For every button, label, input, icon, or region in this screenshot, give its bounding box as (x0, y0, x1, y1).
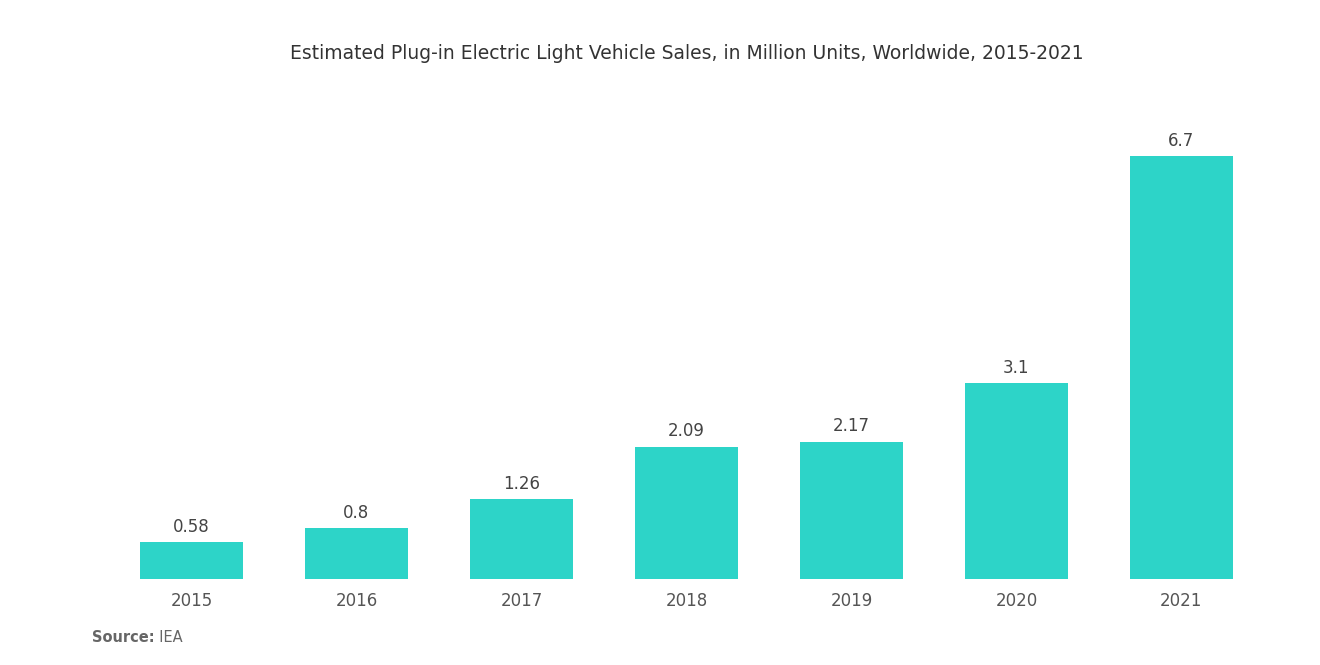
Bar (305, 528, 408, 579)
Bar (800, 442, 903, 579)
Text: 6.7: 6.7 (1168, 132, 1195, 150)
Bar (470, 499, 573, 579)
Bar (635, 447, 738, 579)
Text: 0.8: 0.8 (343, 504, 370, 522)
Title: Estimated Plug-in Electric Light Vehicle Sales, in Million Units, Worldwide, 201: Estimated Plug-in Electric Light Vehicle… (289, 44, 1084, 63)
Text: 0.58: 0.58 (173, 517, 210, 535)
Bar (1130, 156, 1233, 579)
Text: 1.26: 1.26 (503, 475, 540, 493)
Text: 3.1: 3.1 (1003, 358, 1030, 376)
Text: 2.09: 2.09 (668, 422, 705, 440)
Bar (140, 542, 243, 579)
Text: IEA: IEA (150, 630, 183, 645)
Text: 2.17: 2.17 (833, 418, 870, 436)
Text: Source:: Source: (92, 630, 154, 645)
Bar (965, 383, 1068, 579)
